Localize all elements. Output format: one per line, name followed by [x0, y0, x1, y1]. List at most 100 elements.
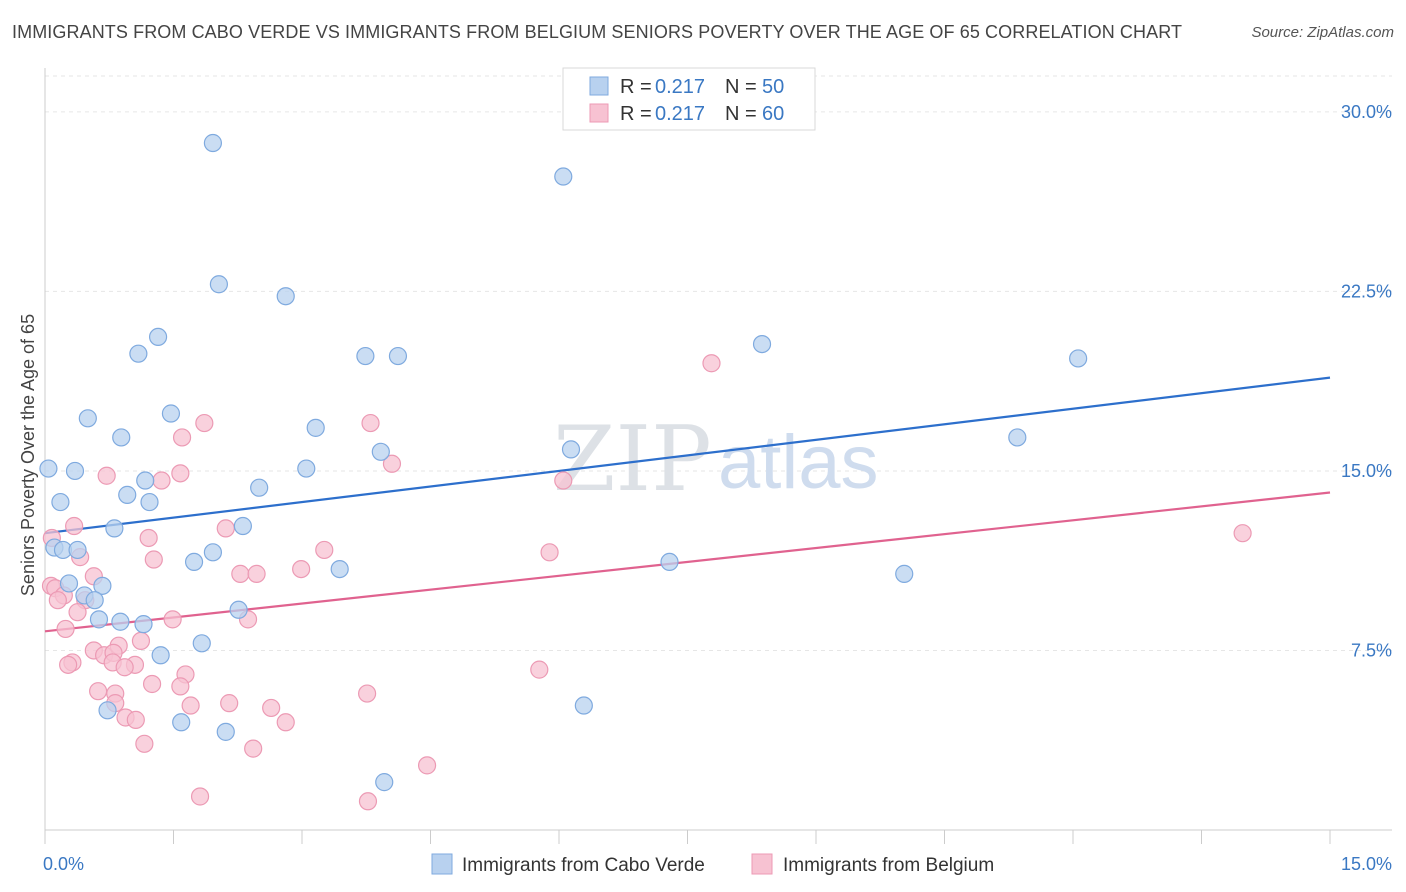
bottom-legend: Immigrants from Cabo Verde Immigrants fr… [431, 853, 994, 876]
data-point [276, 287, 295, 306]
chart-title: IMMIGRANTS FROM CABO VERDE VS IMMIGRANTS… [12, 22, 1183, 42]
data-point [93, 576, 112, 595]
data-point [203, 543, 223, 562]
watermark-zip: ZIP [553, 407, 712, 512]
data-point [361, 413, 380, 433]
data-point [172, 713, 191, 732]
data-point [148, 327, 168, 347]
data-point [209, 275, 229, 294]
data-point [118, 485, 137, 504]
legend-n-label: N = [725, 76, 757, 98]
data-point [105, 519, 124, 538]
legend-swatch-cabo-verde [589, 76, 609, 96]
y-tick-label: 30.0% [1341, 102, 1392, 122]
data-point [358, 792, 378, 811]
legend-r-value: 0.217 [655, 103, 705, 125]
data-point [184, 552, 204, 572]
data-point [306, 418, 325, 437]
data-point [59, 574, 79, 593]
x-tick-labels: 0.0% 15.0% [43, 854, 1392, 874]
data-point [129, 344, 148, 363]
data-point [51, 492, 70, 512]
legend-r-value: 0.217 [655, 76, 705, 98]
data-point [171, 464, 190, 483]
data-point [247, 564, 266, 583]
data-point [152, 471, 171, 490]
data-point [140, 492, 159, 512]
data-point [554, 167, 573, 186]
data-point [97, 466, 116, 485]
data-point [39, 459, 58, 478]
data-point [85, 591, 104, 610]
y-tick-label: 7.5% [1351, 640, 1392, 660]
y-axis-label: Seniors Poverty Over the Age of 65 [18, 314, 38, 596]
data-point [895, 564, 914, 583]
data-point [171, 677, 190, 696]
data-point [172, 428, 192, 447]
data-point [163, 610, 182, 629]
data-point [89, 682, 108, 701]
bottom-legend-label-cabo-verde: Immigrants from Cabo Verde [462, 855, 705, 876]
data-point [134, 615, 153, 634]
data-point [262, 698, 281, 718]
data-point [1069, 349, 1088, 368]
trend-lines [44, 376, 1331, 633]
data-point [59, 655, 78, 674]
data-point [540, 543, 559, 562]
data-point [229, 600, 248, 619]
data-point [371, 442, 390, 461]
trend-line [44, 376, 1331, 535]
legend-box: R = 0.217 N = 50 R = 0.217 N = 60 [562, 67, 816, 131]
data-point [530, 660, 549, 679]
data-point [216, 722, 235, 741]
data-point [126, 710, 145, 729]
y-tick-labels: 7.5% 15.0% 22.5% 30.0% [1341, 102, 1392, 661]
data-point [65, 461, 85, 481]
data-point [382, 454, 402, 473]
data-point [1233, 524, 1252, 543]
legend-n-value: 50 [762, 76, 784, 98]
data-point [161, 404, 181, 423]
legend-swatch-belgium [589, 103, 609, 123]
data-point [574, 696, 593, 715]
data-point [388, 346, 408, 366]
data-point [135, 734, 154, 753]
data-point [752, 334, 772, 354]
data-point [554, 471, 573, 490]
y-tick-label: 22.5% [1341, 281, 1392, 301]
data-point [68, 540, 87, 560]
data-points [39, 133, 1252, 811]
legend-r-label: R = [620, 103, 652, 125]
data-point [330, 559, 349, 579]
data-point [78, 409, 97, 428]
data-point [356, 346, 375, 366]
bottom-legend-swatch-cabo-verde [431, 853, 453, 875]
y-tick-label: 15.0% [1341, 461, 1392, 481]
x-tick-label: 15.0% [1341, 854, 1392, 874]
legend-n-value: 60 [762, 103, 784, 125]
data-point [144, 550, 163, 569]
data-point [250, 478, 269, 497]
x-tick-label: 0.0% [43, 854, 84, 874]
data-point [48, 591, 67, 610]
data-point [276, 713, 295, 732]
data-point [65, 516, 84, 536]
data-point [151, 646, 170, 665]
data-point [112, 428, 131, 447]
data-point [68, 603, 87, 622]
data-point [142, 674, 162, 694]
data-point [702, 354, 721, 373]
data-point [192, 634, 211, 653]
data-point [315, 540, 334, 560]
data-point [375, 773, 394, 792]
data-point [131, 631, 151, 651]
data-point [216, 519, 235, 538]
bottom-legend-label-belgium: Immigrants from Belgium [783, 855, 994, 876]
data-point [139, 528, 158, 548]
data-point [136, 471, 155, 490]
data-point [181, 696, 200, 715]
data-point [231, 564, 250, 583]
data-point [111, 612, 130, 631]
data-point [297, 459, 316, 478]
